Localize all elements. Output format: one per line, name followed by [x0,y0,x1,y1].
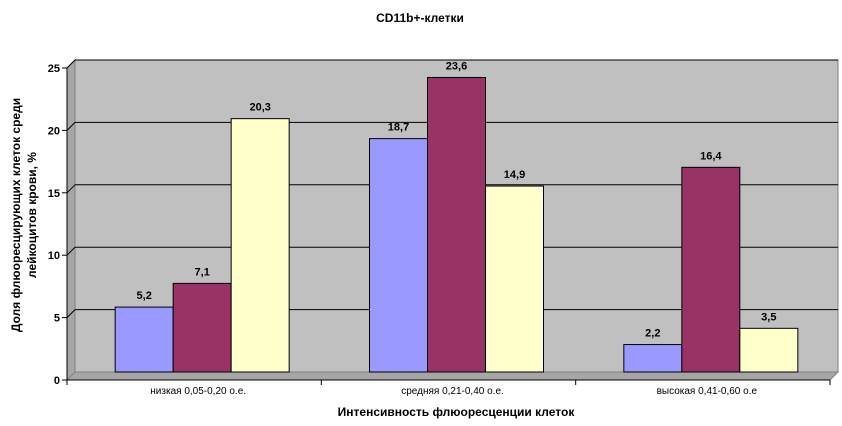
gridline-depth-5 [66,59,76,69]
y-tick-label-0: 0 [54,375,60,387]
plot-floor [65,371,840,381]
x-tick-label-2: средняя 0,21-0,40 о.е. [401,386,504,397]
data-label-s1-c1: 5,2 [137,290,152,302]
bar-s1-c2 [369,138,428,373]
bar-s3-c1 [230,118,290,373]
x-tick-label-1: низкая 0,05-0,20 о.е. [150,386,246,397]
y-tick-label-4: 20 [48,125,60,137]
plot-area: 0 5 10 15 20 25 5,2 7,1 20,3 низкая 0,05-0,20 о.е… [48,58,840,397]
y-axis-title-line-2: лейкоцитов крови, % [25,152,39,278]
gridline-depth-1 [66,309,76,318]
y-axis-title-line-1: Доля флюоресцирующих клеток среди [9,98,23,332]
gridline-depth-4 [66,122,76,131]
y-tick-label-1: 5 [54,313,60,325]
y-tick-label-3: 15 [48,188,60,200]
chart-title: CD11b+-клетки [376,11,464,25]
data-label-s2-c2: 23,6 [446,60,467,72]
bar-s2-c1 [172,282,232,373]
gridline-depth-3 [66,184,76,194]
bar-s1-c3 [623,344,683,373]
bar-s3-c3 [739,327,799,373]
data-label-s1-c3: 2,2 [645,328,660,340]
bar-s2-c2 [427,76,486,373]
data-label-s3-c3: 3,5 [761,311,776,323]
plot-side-wall [66,58,76,382]
data-label-s2-c3: 16,4 [700,150,722,162]
data-label-s2-c1: 7,1 [195,266,210,278]
data-label-s3-c2: 14,9 [504,169,525,181]
bar-s3-c2 [485,185,544,373]
data-label-s3-c1: 20,3 [249,102,270,114]
bar-s1-c1 [114,306,174,373]
x-axis-title: Интенсивность флюоресценции клеток [338,405,576,419]
bar-s2-c3 [681,166,741,373]
gridline-depth-2 [66,246,76,256]
y-tick-label-5: 25 [48,63,60,75]
x-tick-label-3: высокая 0,41-0,60 о.е [657,386,758,397]
y-tick-label-2: 10 [48,250,60,262]
data-label-s1-c2: 18,7 [388,122,409,134]
